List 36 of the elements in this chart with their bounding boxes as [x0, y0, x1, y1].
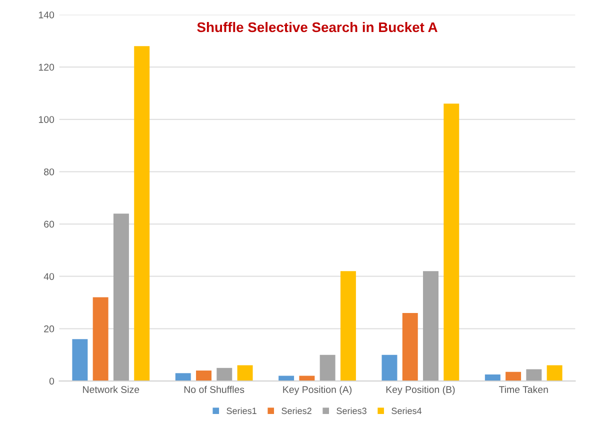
- bar: [175, 373, 191, 382]
- bar: [72, 339, 88, 382]
- bar: [444, 104, 460, 382]
- bar: [237, 365, 253, 382]
- bar: [134, 46, 150, 382]
- y-tick-label: 20: [44, 325, 54, 332]
- bar: [402, 312, 418, 382]
- bar: [526, 369, 542, 382]
- bar: [92, 297, 108, 382]
- y-tick-label: 0: [49, 378, 54, 385]
- x-tick-label: Key Position (A): [283, 386, 352, 395]
- x-tick-label: Time Taken: [498, 386, 548, 394]
- bar: [382, 354, 398, 382]
- bar: [546, 365, 562, 382]
- legend-label: Series2: [282, 407, 312, 414]
- y-tick-label: 120: [38, 64, 54, 71]
- bar: [320, 354, 336, 382]
- x-tick-label: Network Size: [83, 386, 140, 394]
- bar: [216, 368, 232, 382]
- y-tick-label: 100: [38, 116, 54, 123]
- legend-label: Series3: [336, 407, 366, 414]
- bar: [506, 372, 522, 382]
- legend-label: Series4: [392, 407, 422, 414]
- legend-label: Series1: [226, 407, 256, 414]
- x-tick-label: No of Shuffles: [184, 386, 244, 394]
- x-tick-label: Key Position (B): [386, 386, 455, 395]
- chart-title: Shuffle Selective Search in Bucket A: [197, 22, 438, 32]
- bar: [196, 370, 212, 382]
- y-tick-label: 40: [44, 273, 54, 280]
- y-tick-label: 60: [44, 220, 54, 228]
- y-tick-label: 80: [44, 168, 54, 176]
- bar: [113, 214, 129, 382]
- bar: [340, 271, 356, 382]
- y-tick-label: 140: [38, 11, 54, 18]
- bar: [423, 271, 438, 382]
- bar: [484, 374, 500, 382]
